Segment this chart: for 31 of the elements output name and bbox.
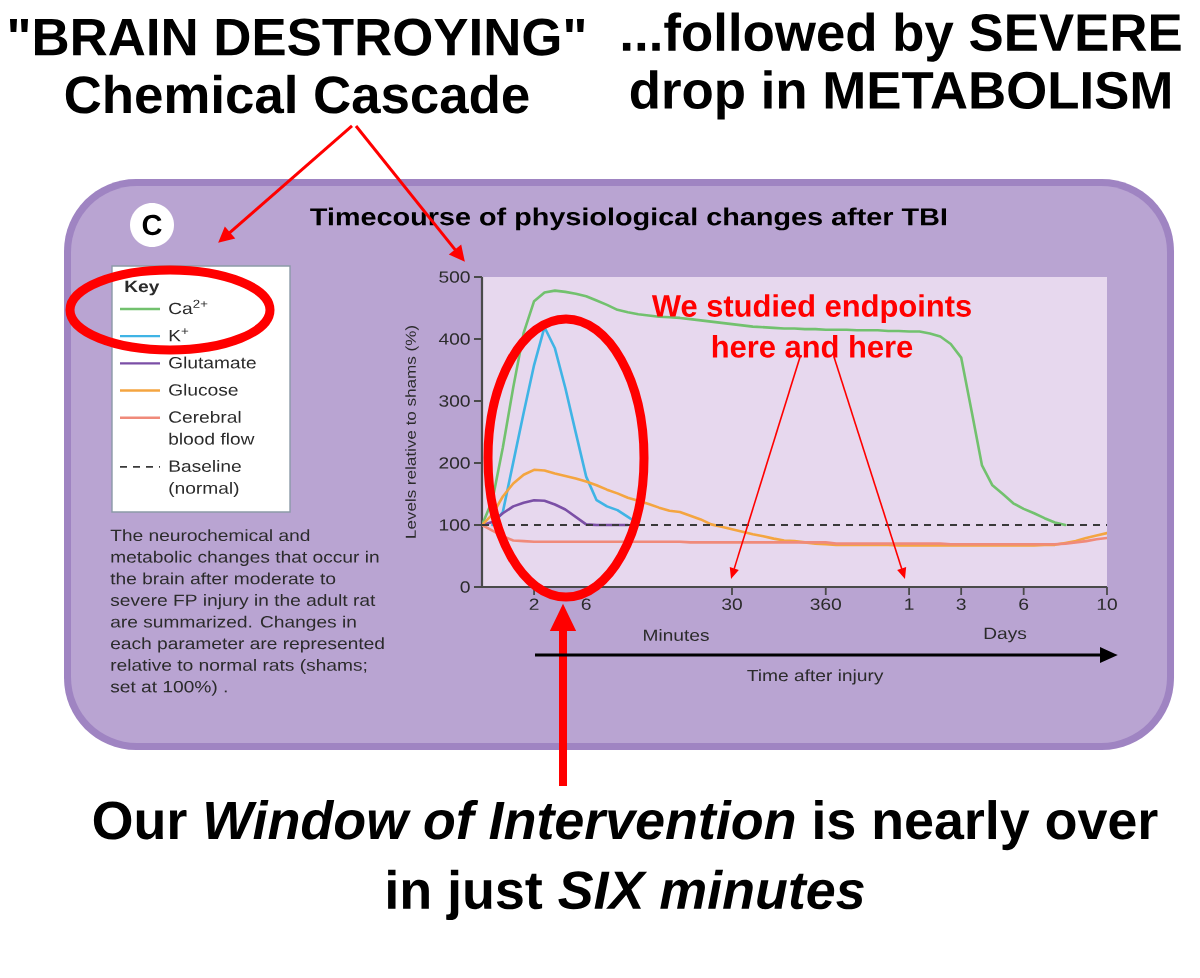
x-tick-label: 6 xyxy=(1019,598,1029,611)
x-tick-label: 6 xyxy=(581,598,591,611)
legend-label: K$^{+}$ xyxy=(169,328,189,342)
legend-label: Baseline (normal) xyxy=(169,460,241,498)
annotation: We studied endpoints here and here xyxy=(651,294,971,358)
legend-label: Ca$^{2+}$ xyxy=(169,299,208,315)
text: Our Window of Intervention is nearly over in just SIX minutes xyxy=(93,800,1158,920)
y-tick-label: 0 xyxy=(460,581,470,593)
y-tick-label: 200 xyxy=(439,457,470,469)
legend-label: Glutamate xyxy=(169,356,256,369)
x-tick-label: 2 xyxy=(529,598,539,610)
y-tick-label: 400 xyxy=(438,333,470,345)
y-tick-label: 500 xyxy=(439,271,470,283)
legend-label: Cerebral blood flow xyxy=(169,410,255,445)
x-tick-label: 30 xyxy=(722,598,742,611)
text: C xyxy=(142,214,162,236)
y-axis-title: Levels relative to shams (%) xyxy=(405,326,419,538)
x-tick-label: 1 xyxy=(905,598,914,610)
y-tick-label: 300 xyxy=(439,395,470,407)
x-tick-label: 3 xyxy=(956,598,966,611)
legend-label: Glucose xyxy=(169,383,238,396)
text: Minutes xyxy=(644,629,709,641)
x-axis-title: Time after injury xyxy=(747,669,884,685)
x-tick-label: 360 xyxy=(810,598,841,611)
x-tick-label: 10 xyxy=(1097,598,1117,611)
text: "BRAIN DESTROYING" Chemical Cascade xyxy=(9,18,584,114)
legend-title: Key xyxy=(125,280,160,296)
text: The neurochemical and metabolic changes that occur in the brain after moderate to severe FP injury in the adult rat are summarized. Changes in each parameter are represented relative to normal rats (shams; set at 100%) . xyxy=(110,529,384,696)
text: ...followed by SEVERE drop in METABOLISM xyxy=(622,12,1181,120)
y-tick-label: 100 xyxy=(439,519,470,531)
text: Days xyxy=(984,627,1027,643)
